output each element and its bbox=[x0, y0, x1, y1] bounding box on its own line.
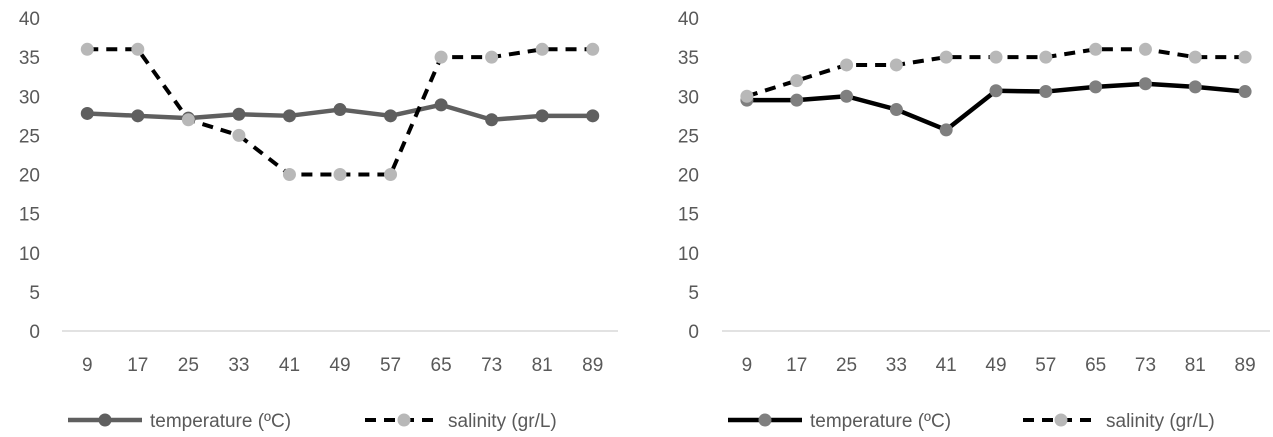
x-tick-label: 81 bbox=[532, 355, 553, 376]
data-point-temperature bbox=[333, 103, 347, 117]
x-tick-label: 49 bbox=[985, 355, 1006, 376]
x-tick-label: 33 bbox=[228, 355, 249, 376]
legend-label: salinity (gr/L) bbox=[1106, 411, 1215, 432]
data-point-salinity bbox=[989, 50, 1003, 64]
data-point-temperature bbox=[282, 109, 296, 123]
data-point-salinity bbox=[181, 113, 195, 127]
data-point-temperature bbox=[1039, 85, 1053, 99]
data-point-salinity bbox=[939, 50, 953, 64]
data-point-salinity bbox=[434, 50, 448, 64]
data-point-temperature bbox=[535, 109, 549, 123]
data-point-temperature bbox=[840, 89, 854, 103]
y-tick-label: 5 bbox=[688, 283, 699, 304]
data-point-temperature bbox=[1089, 80, 1103, 94]
data-point-salinity bbox=[535, 42, 549, 56]
x-tick-label: 57 bbox=[1035, 355, 1056, 376]
data-point-salinity bbox=[1138, 42, 1152, 56]
x-tick-label: 41 bbox=[279, 355, 300, 376]
y-tick-label: 25 bbox=[19, 126, 40, 147]
data-point-temperature bbox=[232, 107, 246, 121]
x-tick-label: 17 bbox=[786, 355, 807, 376]
data-point-salinity bbox=[333, 168, 347, 181]
legend-label: salinity (gr/L) bbox=[448, 411, 557, 432]
data-point-salinity bbox=[80, 42, 94, 56]
data-point-temperature bbox=[1138, 77, 1152, 91]
y-tick-label: 35 bbox=[678, 48, 699, 69]
x-tick-label: 81 bbox=[1185, 355, 1206, 376]
x-tick-label: 41 bbox=[936, 355, 957, 376]
data-point-salinity bbox=[840, 58, 854, 72]
data-point-salinity bbox=[131, 42, 145, 56]
line-chart-right: 0 5 10 15 20 25 30 35 40 9 17 25 33 41 49 57 65 73 81 89 tem… bbox=[678, 9, 1270, 432]
legend-swatch-marker bbox=[758, 413, 772, 427]
x-tick-label: 17 bbox=[127, 355, 148, 376]
y-tick-label: 35 bbox=[19, 48, 40, 69]
y-tick-label: 30 bbox=[19, 87, 40, 108]
data-point-salinity bbox=[790, 74, 804, 88]
data-point-salinity bbox=[384, 168, 398, 181]
x-tick-label: 73 bbox=[1135, 355, 1156, 376]
data-point-temperature bbox=[790, 93, 804, 107]
data-point-temperature bbox=[80, 106, 94, 120]
x-tick-label: 65 bbox=[1085, 355, 1106, 376]
y-tick-label: 40 bbox=[19, 9, 40, 30]
y-tick-label: 0 bbox=[688, 322, 699, 343]
data-point-salinity bbox=[1238, 50, 1252, 64]
x-tick-label: 25 bbox=[178, 355, 199, 376]
data-point-salinity bbox=[1039, 50, 1053, 64]
x-tick-label: 89 bbox=[1235, 355, 1256, 376]
data-point-temperature bbox=[1188, 80, 1202, 94]
y-tick-label: 15 bbox=[19, 205, 40, 226]
x-tick-label: 65 bbox=[431, 355, 452, 376]
legend-swatch-marker bbox=[397, 413, 411, 427]
x-tick-label: 25 bbox=[836, 355, 857, 376]
x-tick-label: 9 bbox=[82, 355, 93, 376]
x-tick-label: 9 bbox=[742, 355, 753, 376]
y-tick-label: 20 bbox=[19, 166, 40, 187]
y-tick-label: 30 bbox=[678, 87, 699, 108]
y-tick-label: 0 bbox=[29, 322, 40, 343]
chart-right: 0 5 10 15 20 25 30 35 40 9 17 25 33 41 49 57 65 73 81 89 tem… bbox=[640, 0, 1273, 437]
data-point-temperature bbox=[434, 98, 448, 112]
legend-label: temperature (ºC) bbox=[150, 411, 291, 432]
data-point-salinity bbox=[1089, 42, 1103, 56]
data-point-temperature bbox=[1238, 85, 1252, 99]
data-point-salinity bbox=[586, 42, 600, 56]
data-point-salinity bbox=[1188, 50, 1202, 64]
data-point-salinity bbox=[889, 58, 903, 72]
data-point-temperature bbox=[889, 103, 903, 117]
y-tick-label: 20 bbox=[678, 166, 699, 187]
data-point-temperature bbox=[939, 123, 953, 137]
data-point-salinity bbox=[282, 168, 296, 181]
data-point-temperature bbox=[586, 109, 600, 123]
x-tick-label: 49 bbox=[329, 355, 350, 376]
y-tick-label: 5 bbox=[29, 283, 40, 304]
data-point-salinity bbox=[232, 128, 246, 142]
legend-swatch-marker bbox=[1054, 413, 1068, 427]
data-point-salinity bbox=[740, 89, 754, 103]
line-chart-left: 0 5 10 15 20 25 30 35 40 9 17 25 33 41 49 57 65 73 81 89 tem… bbox=[19, 9, 618, 432]
chart-left: 0 5 10 15 20 25 30 35 40 9 17 25 33 41 49 57 65 73 81 89 tem… bbox=[0, 0, 636, 437]
data-point-temperature bbox=[989, 84, 1003, 98]
x-tick-label: 73 bbox=[481, 355, 502, 376]
legend-label: temperature (ºC) bbox=[810, 411, 951, 432]
y-tick-label: 10 bbox=[19, 244, 40, 265]
data-point-temperature bbox=[485, 113, 499, 127]
y-tick-label: 40 bbox=[678, 9, 699, 30]
data-point-temperature bbox=[131, 109, 145, 123]
y-tick-label: 25 bbox=[678, 126, 699, 147]
data-point-temperature bbox=[384, 109, 398, 123]
x-tick-label: 57 bbox=[380, 355, 401, 376]
data-point-salinity bbox=[485, 50, 499, 64]
y-tick-label: 10 bbox=[678, 244, 699, 265]
legend-swatch-marker bbox=[98, 413, 112, 427]
x-tick-label: 33 bbox=[886, 355, 907, 376]
y-tick-label: 15 bbox=[678, 205, 699, 226]
x-tick-label: 89 bbox=[582, 355, 603, 376]
